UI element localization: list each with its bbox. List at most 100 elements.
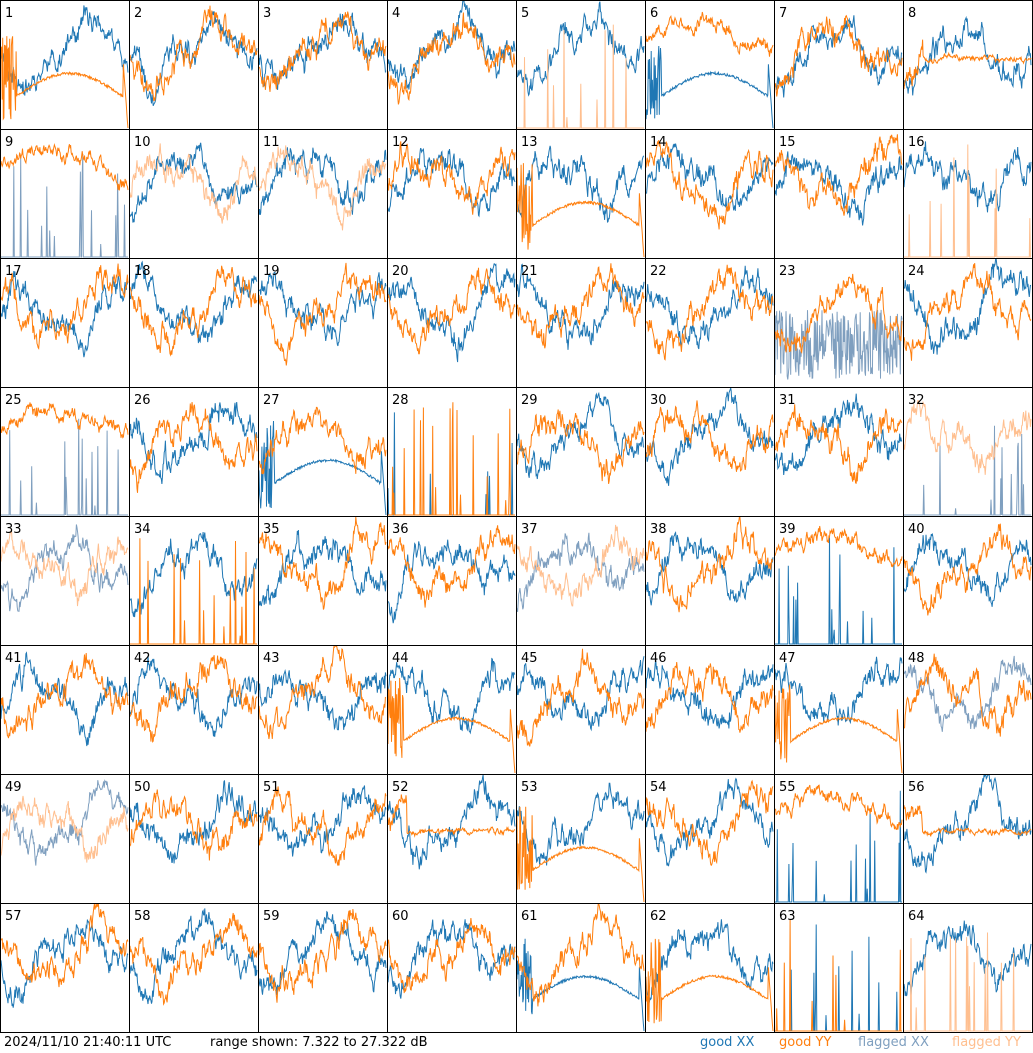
series-yy-53	[516, 806, 645, 903]
tile-15: 15	[774, 129, 904, 259]
tile-label: 12	[392, 135, 409, 150]
tile-label: 28	[392, 393, 409, 408]
series-yy-14	[645, 140, 774, 230]
series-yy-39	[774, 525, 903, 568]
tile-43: 43	[258, 645, 388, 775]
tile-label: 51	[263, 780, 280, 795]
tile-label: 52	[392, 780, 409, 795]
tile-label: 34	[134, 522, 151, 537]
series-xx-12	[387, 147, 516, 218]
series-yy-50	[129, 789, 258, 861]
series-xx-43	[258, 668, 387, 731]
tile-41: 41	[0, 645, 130, 775]
series-yy-60	[387, 917, 516, 994]
tile-label: 57	[5, 909, 22, 924]
series-yy-6	[645, 11, 774, 57]
series-yy-27	[258, 406, 387, 475]
series-yy-5	[517, 24, 644, 129]
tile-label: 22	[650, 264, 667, 279]
series-yy-61	[516, 903, 645, 1007]
series-yy-22	[645, 264, 774, 361]
tile-47: 47	[774, 645, 904, 775]
series-xx-25	[1, 418, 128, 516]
series-xx-20	[387, 263, 516, 363]
tile-62: 62	[645, 903, 775, 1033]
tile-19: 19	[258, 258, 388, 388]
series-yy-35	[258, 516, 387, 610]
tile-20: 20	[387, 258, 517, 388]
series-xx-44	[387, 657, 516, 735]
tile-label: 21	[521, 264, 538, 279]
series-yy-10	[129, 143, 258, 224]
tile-26: 26	[129, 387, 259, 517]
series-xx-14	[645, 143, 774, 211]
series-yy-33	[0, 528, 129, 607]
tile-51: 51	[258, 774, 388, 904]
tile-3: 3	[258, 0, 388, 130]
tile-55: 55	[774, 774, 904, 904]
tile-64: 64	[903, 903, 1033, 1033]
series-xx-59	[258, 910, 387, 996]
tile-label: 64	[908, 909, 925, 924]
series-xx-35	[258, 529, 387, 607]
series-xx-21	[516, 263, 645, 350]
series-xx-34	[129, 531, 258, 618]
series-xx-49	[0, 779, 129, 866]
tile-4: 4	[387, 0, 517, 130]
series-xx-7	[774, 15, 903, 98]
tile-label: 32	[908, 393, 925, 408]
tile-border-2	[129, 0, 259, 130]
series-yy-12	[387, 141, 516, 215]
series-xx-29	[516, 391, 645, 480]
series-xx-63	[775, 924, 902, 1032]
tile-56: 56	[903, 774, 1033, 904]
series-yy-47	[774, 684, 903, 774]
series-xx-47	[774, 656, 903, 726]
series-yy-11	[258, 145, 387, 231]
tile-28: 28	[387, 387, 517, 517]
series-yy-16	[904, 144, 1031, 258]
tile-8: 8	[903, 0, 1033, 130]
legend-flagged-yy: flagged YY	[952, 1035, 1021, 1050]
series-xx-17	[0, 271, 129, 358]
tile-label: 27	[263, 393, 280, 408]
series-xx-51	[258, 785, 387, 857]
tile-label: 39	[779, 522, 796, 537]
tile-label: 44	[392, 651, 409, 666]
tile-32: 32	[903, 387, 1033, 517]
series-yy-38	[645, 516, 773, 613]
series-xx-62	[645, 919, 774, 1003]
tile-label: 7	[779, 6, 787, 21]
series-xx-46	[645, 660, 774, 729]
tile-label: 40	[908, 522, 925, 537]
series-xx-38	[645, 531, 774, 606]
tile-label: 25	[5, 393, 22, 408]
series-xx-53	[516, 782, 645, 866]
legend-good-xx: good XX	[700, 1035, 755, 1050]
tile-label: 24	[908, 264, 925, 279]
series-xx-6	[645, 45, 774, 129]
series-yy-28	[388, 402, 515, 516]
series-xx-32	[904, 425, 1031, 516]
series-xx-1	[0, 5, 129, 96]
series-yy-57	[0, 903, 129, 988]
tile-53: 53	[516, 774, 646, 904]
series-xx-55	[775, 790, 902, 903]
tile-60: 60	[387, 903, 517, 1033]
series-xx-57	[0, 919, 129, 1008]
tile-label: 56	[908, 780, 925, 795]
tile-label: 54	[650, 780, 667, 795]
tile-54: 54	[645, 774, 775, 904]
series-yy-25	[0, 402, 129, 439]
tile-label: 10	[134, 135, 151, 150]
series-xx-4	[387, 0, 516, 90]
series-xx-3	[258, 12, 387, 90]
legend-flagged-xx: flagged XX	[858, 1035, 929, 1050]
tile-17: 17	[0, 258, 130, 388]
series-xx-37	[516, 532, 645, 612]
series-yy-9	[0, 143, 129, 191]
tile-34: 34	[129, 516, 259, 646]
tile-label: 42	[134, 651, 151, 666]
tile-label: 1	[5, 6, 13, 21]
tile-label: 61	[521, 909, 538, 924]
